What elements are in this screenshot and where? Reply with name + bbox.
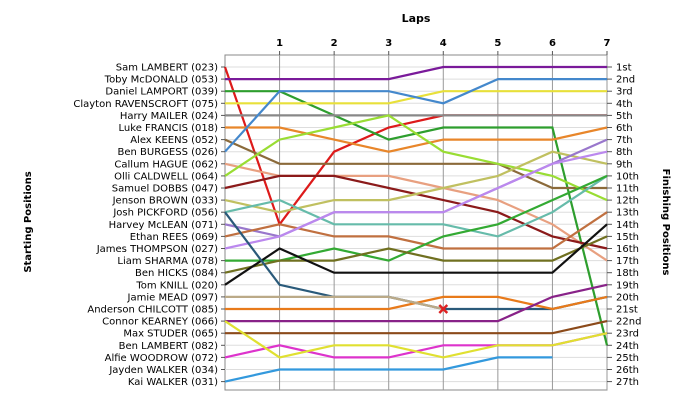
markers	[438, 304, 449, 314]
driver-label: Clayton RAVENSCROFT (075)	[73, 99, 218, 110]
series-line	[225, 65, 607, 81]
series-lines	[223, 65, 609, 383]
finish-position-label: 16th	[616, 244, 639, 255]
driver-label: Samuel DOBBS (047)	[112, 184, 218, 195]
driver-label: Harvey McLEAN (071)	[109, 220, 218, 231]
driver-label: Olli CALDWELL (064)	[114, 171, 218, 182]
axis-labels: 1 2 3 4 5 6 7 Sam LAMBERT (023)Toby McDONALD (0…	[73, 38, 641, 388]
series-line	[224, 150, 608, 214]
series-line	[225, 126, 608, 153]
finish-position-label: 22nd	[616, 317, 641, 328]
finish-position-label: 18th	[616, 268, 639, 279]
finish-position-label: 1st	[616, 63, 632, 74]
driver-label: Luke FRANCIS (018)	[119, 123, 219, 134]
driver-label: Harry MAILER (024)	[120, 111, 218, 122]
lap-tick-label: 2	[331, 38, 338, 49]
finish-position-label: 5th	[616, 111, 633, 122]
series-line	[224, 174, 608, 238]
series-line	[224, 223, 608, 286]
driver-label: Callum HAGUE (062)	[114, 159, 218, 170]
finish-position-label: 27th	[616, 377, 639, 388]
finish-position-label: 21st	[616, 305, 638, 316]
finish-position-label: 10th	[616, 171, 639, 182]
finish-position-label: 26th	[616, 365, 639, 376]
finish-position-label: 2nd	[616, 75, 635, 86]
driver-label: Alex KEENS (052)	[130, 135, 218, 146]
driver-label: Tom KNILL (020)	[135, 280, 218, 291]
driver-label: Anderson CHILCOTT (085)	[87, 305, 218, 316]
left-axis-title: Starting Positions	[23, 171, 34, 272]
series-line	[224, 356, 553, 383]
series-line	[224, 235, 608, 274]
finish-position-label: 13th	[616, 208, 639, 219]
series-line	[224, 320, 608, 359]
driver-label: Jamie MEAD (097)	[127, 292, 219, 303]
driver-label: Daniel LAMPORT (039)	[105, 87, 218, 98]
series-line	[225, 283, 608, 323]
finish-position-label: 23rd	[616, 329, 639, 340]
driver-label: Kai WALKER (031)	[128, 377, 218, 388]
lap-tick-label: 4	[440, 38, 447, 49]
driver-label: Ben LAMBERT (082)	[119, 341, 218, 352]
finish-position-label: 17th	[616, 256, 639, 267]
series-line	[224, 77, 607, 153]
driver-label: Jayden WALKER (034)	[108, 365, 218, 376]
driver-label: Liam SHARMA (078)	[117, 256, 218, 267]
finish-position-label: 8th	[616, 147, 633, 158]
driver-label: Connor KEARNEY (066)	[102, 317, 218, 328]
finish-position-label: 19th	[616, 280, 639, 291]
lap-tick-label: 7	[604, 38, 611, 49]
finish-position-label: 14th	[616, 220, 639, 231]
finish-position-label: 11th	[616, 184, 639, 195]
finish-position-label: 7th	[616, 135, 633, 146]
lap-tick-label: 6	[549, 38, 556, 49]
finish-position-label: 20th	[616, 292, 639, 303]
driver-label: James THOMPSON (027)	[96, 244, 218, 255]
chart-title: Laps	[402, 12, 431, 25]
right-axis-title: Finishing Positions	[660, 169, 671, 276]
finish-position-label: 4th	[616, 99, 633, 110]
driver-label: Ethan REES (069)	[130, 232, 218, 243]
series-line	[225, 174, 608, 262]
driver-label: Toby McDONALD (053)	[104, 75, 218, 86]
finish-position-label: 25th	[616, 353, 639, 364]
retired-marker-stroke	[438, 304, 449, 314]
finish-position-label: 9th	[616, 159, 633, 170]
finish-position-label: 3rd	[616, 87, 633, 98]
finish-position-label: 6th	[616, 123, 633, 134]
driver-label: Josh PICKFORD (056)	[112, 208, 218, 219]
finish-position-label: 24th	[616, 341, 639, 352]
series-line	[224, 150, 608, 250]
series-line	[224, 114, 608, 202]
driver-label: Ben BURGESS (026)	[118, 147, 219, 158]
driver-label: Jenson BROWN (033)	[112, 196, 218, 207]
lap-tick-label: 3	[385, 38, 392, 49]
lap-tick-label: 1	[276, 38, 283, 49]
driver-label: Alfie WOODROW (072)	[105, 353, 218, 364]
series-line	[225, 295, 444, 311]
series-line	[224, 138, 607, 190]
series-line	[225, 320, 608, 335]
driver-label: Max STUDER (065)	[123, 329, 218, 340]
driver-label: Ben HICKS (084)	[135, 268, 218, 279]
series-line	[224, 211, 608, 250]
driver-label: Sam LAMBERT (023)	[116, 63, 218, 74]
finish-position-label: 12th	[616, 196, 639, 207]
lap-tick-label: 5	[494, 38, 501, 49]
retired-marker	[438, 304, 449, 314]
finish-position-label: 15th	[616, 232, 639, 243]
